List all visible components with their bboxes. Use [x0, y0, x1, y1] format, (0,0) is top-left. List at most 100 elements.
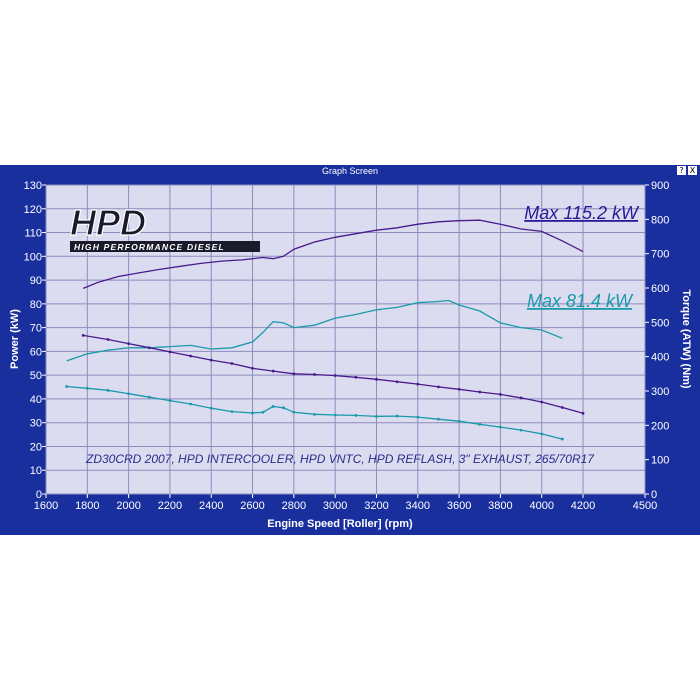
max-power-label: Max 115.2 kW: [524, 203, 640, 223]
x-tick-label: 1800: [75, 500, 99, 512]
x-tick-label: 3000: [323, 500, 347, 512]
y-tick-label: 110: [24, 228, 42, 240]
x-tick-label: 4000: [529, 500, 553, 512]
y-tick-label: 130: [24, 180, 42, 192]
x-tick-label: 2800: [282, 500, 306, 512]
series-point: [209, 358, 213, 362]
help-button[interactable]: ?: [677, 166, 686, 175]
y2-tick-label: 600: [651, 283, 669, 295]
x-axis-ticks: 1600 1800 2000 2200 2400 2600 2800 3000 3200 3400…: [34, 494, 657, 512]
series-point: [416, 382, 420, 386]
x-tick-label: 2600: [240, 500, 264, 512]
series-point: [540, 432, 544, 436]
series-point: [499, 425, 502, 429]
y-axis-label: Power (kW): [9, 309, 21, 369]
series-point: [416, 415, 420, 419]
series-line: [82, 219, 584, 290]
y-tick-label: 100: [24, 251, 42, 263]
y-tick-label: 80: [30, 299, 42, 311]
x-tick-label: 4200: [571, 500, 595, 512]
close-button[interactable]: X: [688, 166, 697, 175]
series-point: [519, 428, 523, 432]
series-point: [127, 392, 131, 396]
y-tick-label: 120: [24, 204, 42, 216]
y-tick-label: 10: [30, 465, 42, 477]
series-point: [581, 411, 585, 415]
x-tick-label: 3800: [488, 500, 512, 512]
series-point: [478, 390, 482, 394]
graph-window: Graph Screen ? X 1600 1800 2000 2200 2400 260…: [0, 165, 700, 535]
series-point: [437, 385, 440, 389]
dyno-chart: 1600 1800 2000 2200 2400 2600 2800 3000 3200 3400…: [9, 180, 692, 530]
series-point: [106, 338, 110, 341]
series-point: [313, 373, 316, 376]
x-tick-label: 3400: [406, 500, 430, 512]
x-tick-label: 3200: [364, 500, 388, 512]
series-point: [127, 342, 131, 346]
series-point: [540, 400, 544, 404]
series-point: [147, 395, 151, 399]
series-point: [333, 374, 337, 377]
series-point: [168, 350, 172, 354]
series-point: [395, 380, 399, 384]
series-point: [354, 375, 358, 379]
grid: [45, 184, 646, 495]
series-point: [375, 415, 378, 418]
x-tick-label: 3600: [447, 500, 471, 512]
series-point: [560, 437, 564, 441]
window-title: Graph Screen: [321, 166, 379, 176]
series-point: [437, 417, 440, 421]
x-tick-label: 2400: [199, 500, 223, 512]
x-tick-label: 1600: [34, 500, 58, 512]
y2-tick-label: 200: [651, 420, 669, 432]
series-point: [168, 399, 172, 403]
series-point: [230, 362, 234, 365]
series-point: [81, 333, 85, 337]
series-point: [395, 414, 399, 418]
y-tick-label: 50: [30, 370, 42, 382]
series-point: [251, 366, 254, 370]
plot-area: [46, 185, 645, 494]
series-point: [209, 406, 213, 410]
y-tick-label: 20: [30, 441, 42, 453]
series-point: [271, 405, 275, 408]
y2-tick-label: 700: [651, 249, 669, 261]
y2-tick-label: 800: [651, 214, 669, 226]
y2-tick-label: 0: [651, 489, 657, 501]
y-tick-label: 0: [36, 489, 42, 501]
series-point: [189, 354, 192, 358]
y2-tick-label: 400: [651, 352, 669, 364]
y2-tick-label: 300: [651, 386, 669, 398]
series-point: [230, 410, 234, 413]
series-point: [560, 406, 564, 409]
y-tick-label: 70: [30, 323, 42, 335]
window-titlebar: Graph Screen ? X: [0, 165, 700, 177]
series-point: [313, 412, 316, 416]
series-point: [499, 393, 502, 396]
series-point: [519, 396, 523, 400]
logo-text: HPD: [70, 202, 146, 243]
series-point: [189, 402, 192, 406]
x-tick-label: 2200: [158, 500, 182, 512]
y-tick-label: 60: [30, 346, 42, 358]
x-axis-label: Engine Speed [Roller] (rpm): [267, 518, 413, 530]
series-point: [85, 386, 89, 390]
series-point: [292, 410, 296, 414]
series-point: [457, 419, 461, 423]
series-point: [282, 406, 285, 410]
series-point: [478, 422, 482, 426]
series-point: [292, 372, 296, 376]
series-point: [106, 388, 110, 392]
series-point: [147, 346, 151, 350]
series-line: [66, 299, 563, 362]
max-torque-label: Max 81.4 kW: [527, 291, 634, 311]
y-tick-label: 90: [30, 275, 42, 287]
y2-axis-label: Torque (ATW) (Nm): [680, 289, 692, 389]
y-tick-label: 40: [30, 394, 42, 406]
y-axis-ticks: 0 10 20 30 40 50 60 70 80 90 100 110 120 130: [24, 180, 46, 501]
series-point: [271, 369, 275, 373]
series-point: [251, 411, 254, 415]
series-point: [333, 413, 337, 417]
series-point: [457, 387, 461, 391]
hpd-logo: HPD HIGH PERFORMANCE DIESEL: [69, 201, 260, 252]
